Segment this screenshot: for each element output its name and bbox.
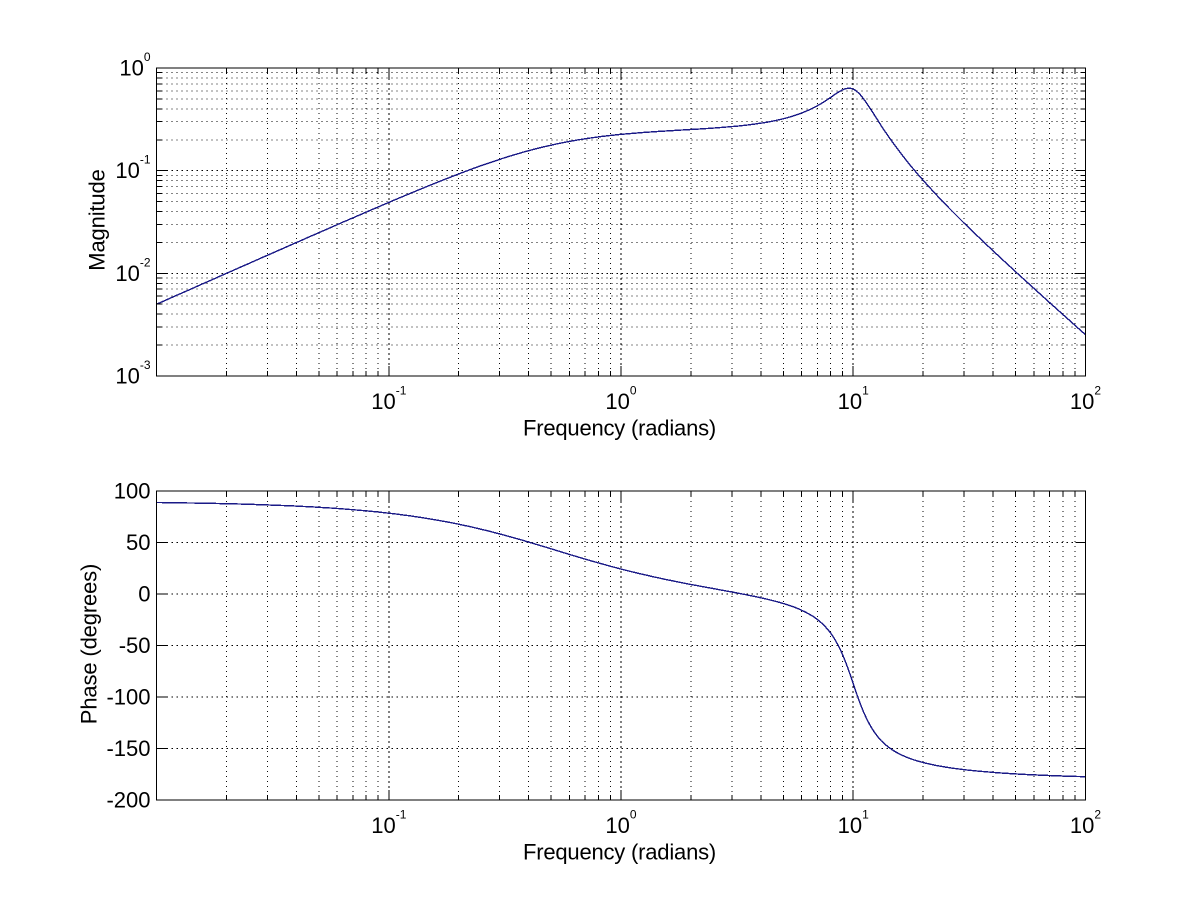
svg-text:0: 0 [138, 582, 150, 607]
svg-text:Frequency (radians): Frequency (radians) [523, 839, 716, 864]
svg-text:-200: -200 [106, 788, 150, 813]
svg-text:100: 100 [114, 479, 151, 504]
svg-text:Magnitude: Magnitude [85, 169, 110, 270]
svg-text:-50: -50 [119, 633, 151, 658]
svg-text:Frequency (radians): Frequency (radians) [523, 415, 716, 440]
svg-text:50: 50 [126, 530, 150, 555]
svg-text:Phase (degrees): Phase (degrees) [77, 564, 102, 724]
svg-text:-150: -150 [106, 736, 150, 761]
svg-text:-100: -100 [106, 685, 150, 710]
